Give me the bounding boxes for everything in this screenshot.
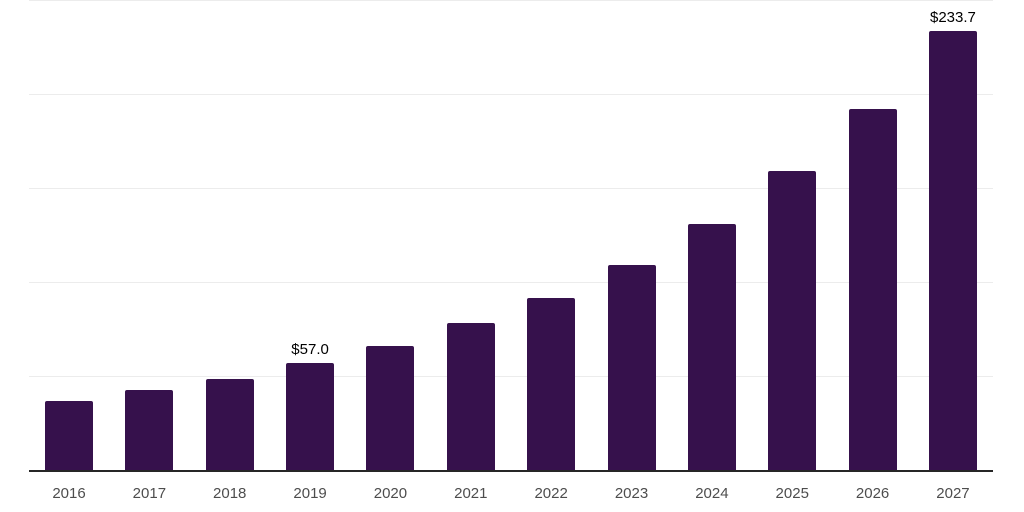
bar-2018[interactable] xyxy=(205,378,254,470)
bar-group-2023 xyxy=(607,0,656,470)
gridline xyxy=(29,94,993,95)
bar-2022[interactable] xyxy=(527,297,576,470)
x-tick-2020: 2020 xyxy=(373,485,408,502)
gridline xyxy=(29,376,993,377)
x-tick-2019: 2019 xyxy=(293,485,327,502)
bar-2027[interactable] xyxy=(928,30,977,470)
gridline xyxy=(29,282,993,283)
x-tick-2017: 2017 xyxy=(132,485,167,502)
bar-2025[interactable] xyxy=(768,171,817,470)
x-tick-2018: 2018 xyxy=(213,485,247,502)
bar-2020[interactable] xyxy=(366,345,415,470)
bar-group-2027: $233.7 xyxy=(928,0,977,470)
gridline xyxy=(29,0,993,1)
x-tick-2027: 2027 xyxy=(936,485,970,502)
x-tick-2021: 2021 xyxy=(454,485,488,502)
bar-2024[interactable] xyxy=(687,223,736,470)
bar-2016[interactable] xyxy=(45,400,93,470)
x-tick-2023: 2023 xyxy=(614,485,649,502)
bar-group-2021 xyxy=(446,0,495,470)
gridlines xyxy=(29,0,993,470)
plot-area: $57.0 $233.7 xyxy=(29,0,993,472)
bar-2019[interactable] xyxy=(286,362,335,470)
bar-group-2025 xyxy=(768,0,817,470)
x-tick-2024: 2024 xyxy=(695,485,729,502)
bar-group-2026 xyxy=(848,0,897,470)
bar-group-2019: $57.0 xyxy=(286,0,335,470)
x-axis-labels: 2016 2017 2018 2019 2020 2021 2022 2023 2024 2025… xyxy=(29,472,993,502)
bar-value-label-2019: $57.0 xyxy=(291,341,329,359)
bars: $57.0 $233.7 xyxy=(29,0,993,470)
x-tick-2022: 2022 xyxy=(534,485,568,502)
x-tick-2026: 2026 xyxy=(855,485,890,502)
x-tick-2025: 2025 xyxy=(775,485,809,502)
bar-2026[interactable] xyxy=(848,109,897,470)
bar-2021[interactable] xyxy=(446,322,495,470)
bar-group-2016 xyxy=(45,0,93,470)
bar-group-2022 xyxy=(527,0,576,470)
bar-2017[interactable] xyxy=(125,389,174,470)
gridline xyxy=(29,188,993,189)
x-tick-2016: 2016 xyxy=(52,485,86,502)
bar-group-2024 xyxy=(687,0,736,470)
bar-2023[interactable] xyxy=(607,264,656,470)
bar-group-2020 xyxy=(366,0,415,470)
bar-group-2018 xyxy=(205,0,254,470)
bar-group-2017 xyxy=(125,0,174,470)
bar-value-label-2027: $233.7 xyxy=(930,9,976,27)
